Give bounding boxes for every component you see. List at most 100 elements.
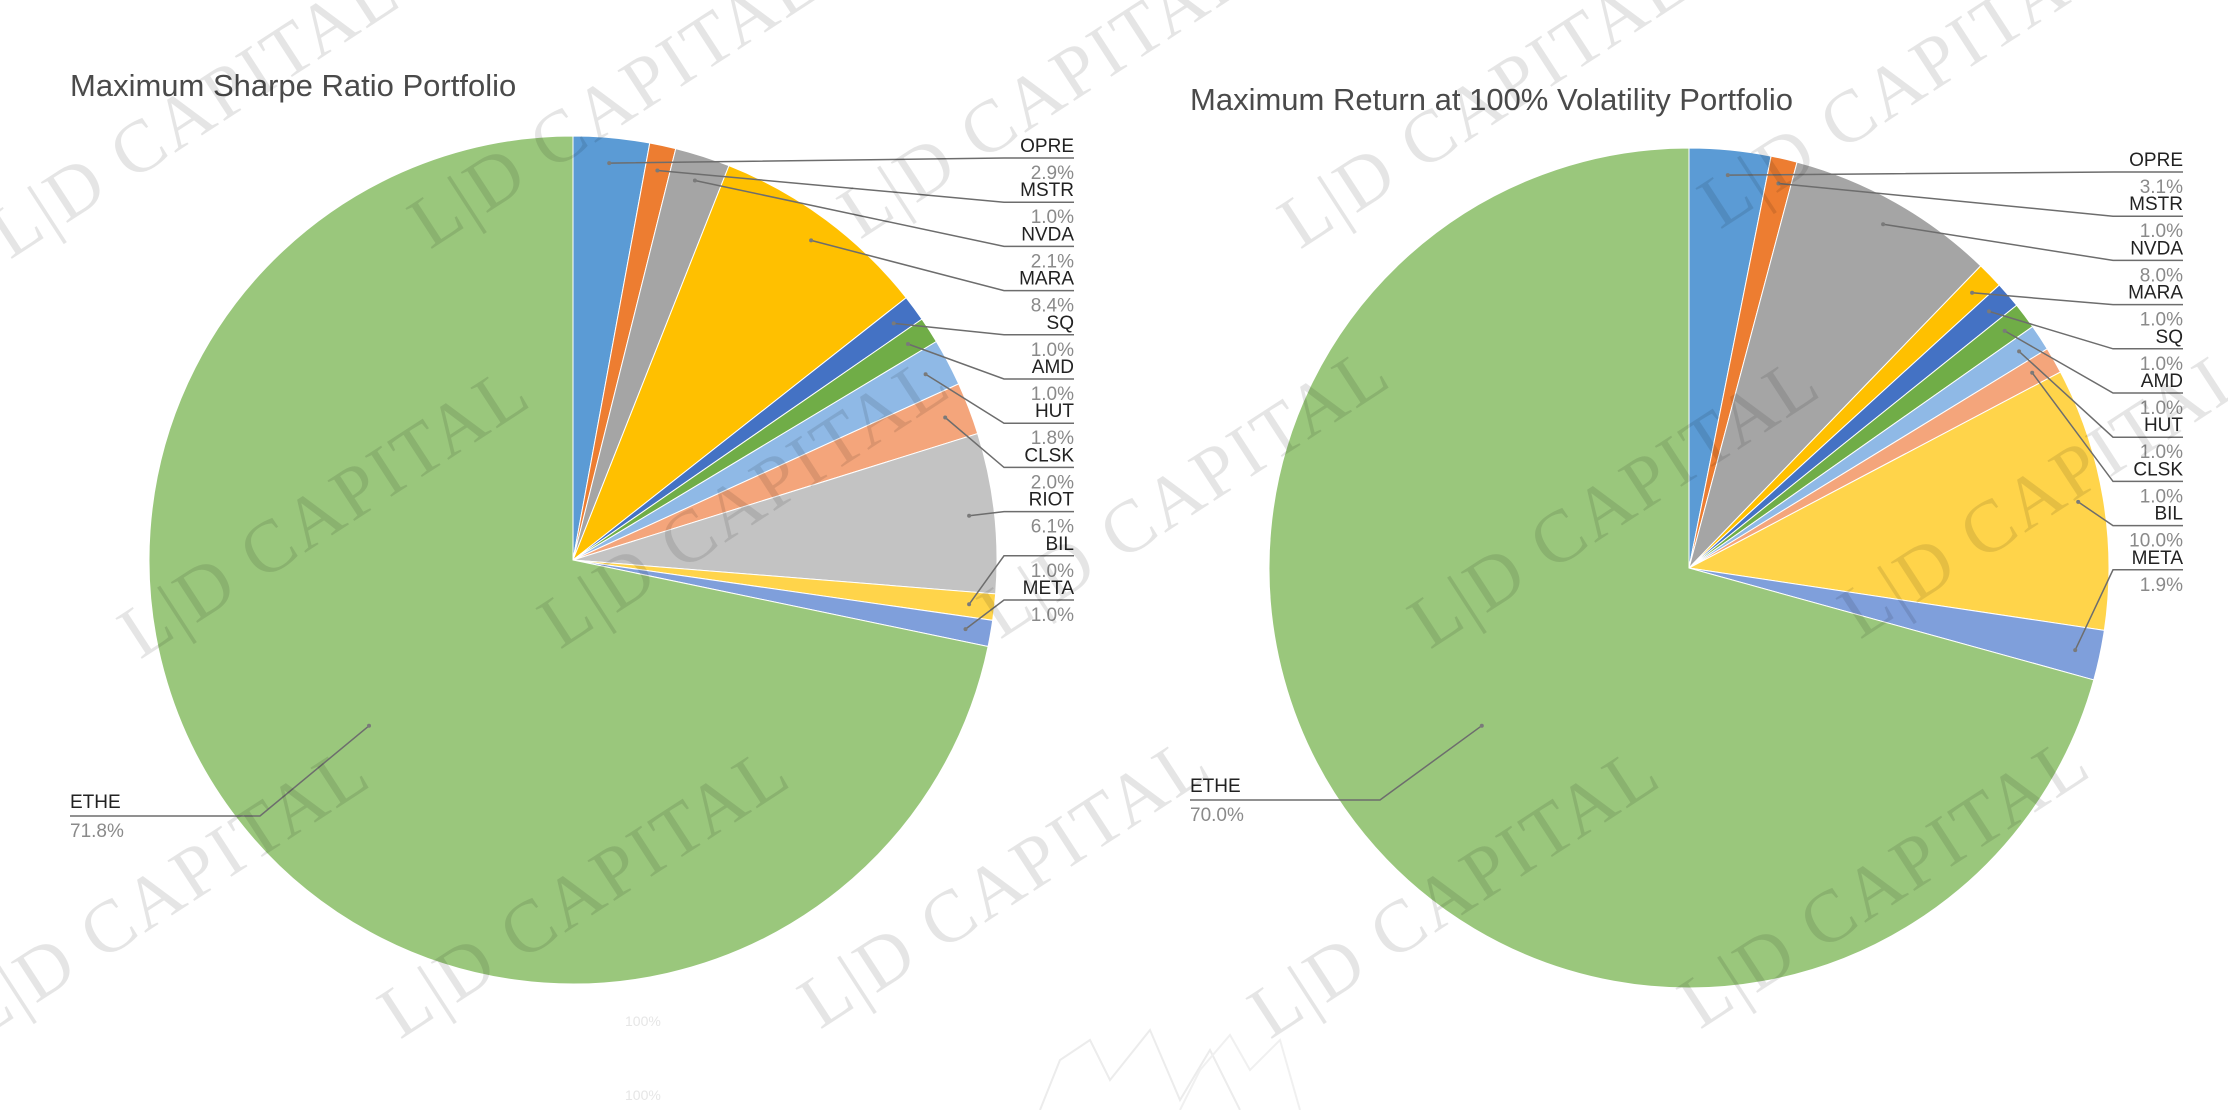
slice-value-riot: 6.1% (1031, 517, 1074, 538)
slice-value-amd: 1.0% (2140, 398, 2183, 419)
leader-line-nvda (694, 179, 1074, 248)
pie-slice-mara (571, 165, 907, 562)
slice-value-clsk: 1.0% (2140, 486, 2183, 507)
slice-value-mstr: 1.0% (1031, 207, 1074, 228)
slice-label-bil: BIL (2154, 504, 2183, 525)
leader-line-meta (965, 599, 1074, 630)
slice-value-amd: 1.0% (1031, 384, 1074, 405)
background-line-b (1179, 1033, 1301, 1110)
slice-value-bil: 1.0% (1031, 561, 1074, 582)
slice-value-clsk: 2.0% (1031, 472, 1074, 493)
slice-value-mara: 8.4% (1031, 296, 1074, 317)
pie-slice-nvda (1688, 161, 1982, 570)
slice-label-bil: BIL (1045, 534, 1074, 555)
leader-dot-hut (923, 372, 928, 377)
leader-dot-ethe (1479, 723, 1484, 728)
leader-dot-meta (963, 627, 968, 632)
leader-line-meta (2074, 569, 2183, 651)
background-line-a (1039, 1028, 1241, 1110)
leader-line-opre (1727, 171, 2183, 176)
leader-line-nvda (1882, 223, 2183, 262)
slice-value-bil: 10.0% (2129, 531, 2183, 552)
leader-dot-amd (2002, 328, 2007, 333)
pie-chart-max-return: Maximum Return at 100% Volatility Portfo… (1190, 82, 2183, 989)
leader-dot-mstr (655, 168, 660, 173)
leader-line-hut (2018, 350, 2183, 438)
slice-label-amd: AMD (1032, 357, 1074, 378)
leader-dot-ethe (367, 723, 371, 728)
slice-value-opre: 3.1% (2140, 177, 2183, 198)
slice-label-nvda: NVDA (2130, 238, 2183, 259)
background-chart-ghost: 100% 100% (625, 1013, 1301, 1110)
pie-slice-ethe (148, 135, 989, 985)
slice-value-opre: 2.9% (1031, 163, 1074, 184)
slice-label-sq: SQ (1047, 313, 1074, 334)
leader-line-bil (968, 555, 1074, 605)
slice-value-hut: 1.0% (2140, 442, 2183, 463)
slice-value-meta: 1.0% (1031, 605, 1074, 626)
slice-label-sq: SQ (2156, 327, 2183, 348)
chart-title: Maximum Sharpe Ratio Portfolio (70, 68, 516, 103)
leader-dot-nvda (692, 178, 697, 183)
leader-line-sq (893, 322, 1074, 336)
leader-line-ethe (1190, 725, 1483, 801)
leader-line-ethe (70, 725, 370, 817)
leader-line-mstr (1778, 182, 2183, 217)
slice-label-clsk: CLSK (1024, 445, 1074, 466)
pie-slices (1268, 147, 2110, 989)
slice-label-opre: OPRE (2129, 150, 2183, 171)
pie-slices (148, 135, 998, 985)
leader-dot-bil (2076, 499, 2081, 504)
leader-dot-opre (607, 161, 612, 166)
slice-value-sq: 1.0% (2140, 354, 2183, 375)
slice-label-nvda: NVDA (1021, 224, 1074, 245)
slice-label-mstr: MSTR (1020, 180, 1074, 201)
leader-dot-mara (809, 238, 814, 243)
leader-dot-meta (2073, 648, 2078, 653)
pie-labels: OPRE2.9%MSTR1.0%NVDA2.1%MARA8.4%SQ1.0%AM… (70, 136, 1074, 842)
slice-label-ethe: ETHE (70, 792, 121, 813)
slice-value-nvda: 2.1% (1031, 251, 1074, 272)
slice-label-hut: HUT (1035, 401, 1074, 422)
slice-value-sq: 1.0% (1031, 340, 1074, 361)
slice-label-opre: OPRE (1020, 136, 1074, 157)
leader-line-mara (1972, 292, 2183, 306)
leader-line-sq (1988, 310, 2183, 350)
slice-label-mara: MARA (1019, 269, 1074, 290)
pie-slice-ethe (1268, 147, 2095, 989)
slice-label-riot: RIOT (1029, 490, 1075, 511)
leader-dot-opre (1725, 173, 1730, 178)
leader-dot-amd (906, 342, 910, 346)
slice-label-hut: HUT (2144, 415, 2183, 436)
leader-line-opre (609, 157, 1074, 164)
slice-value-mstr: 1.0% (2140, 221, 2183, 242)
slice-value-ethe: 71.8% (70, 821, 124, 842)
slice-value-meta: 1.9% (2140, 575, 2183, 596)
background-tick-label-top: 100% (625, 1013, 661, 1029)
chart-title: Maximum Return at 100% Volatility Portfo… (1190, 82, 1793, 117)
leader-line-riot (969, 510, 1074, 517)
slice-value-ethe: 70.0% (1190, 805, 1244, 826)
slice-value-hut: 1.8% (1031, 428, 1074, 449)
slice-label-meta: META (1023, 578, 1075, 599)
pie-labels: OPRE3.1%MSTR1.0%NVDA8.0%MARA1.0%SQ1.0%AM… (1190, 150, 2183, 826)
leader-line-clsk (2031, 372, 2183, 483)
pie-chart-max-sharpe: Maximum Sharpe Ratio Portfolio OPRE2.9%M… (70, 68, 1074, 985)
leader-dot-riot (967, 513, 972, 518)
slice-label-ethe: ETHE (1190, 776, 1241, 797)
leader-line-clsk (944, 416, 1074, 469)
slice-label-meta: META (2132, 548, 2184, 569)
leader-dot-bil (967, 602, 972, 607)
leader-line-bil (2077, 501, 2183, 527)
slice-value-mara: 1.0% (2140, 310, 2183, 331)
leader-dot-sq (891, 321, 896, 326)
slice-label-mstr: MSTR (2129, 194, 2183, 215)
leader-dot-mstr (1776, 181, 1781, 186)
pie-slice-bil (1687, 371, 2110, 631)
leader-dot-clsk (943, 415, 948, 420)
leader-dot-hut (2017, 349, 2022, 354)
leader-dot-mara (1970, 290, 1975, 295)
slice-label-clsk: CLSK (2133, 459, 2183, 480)
leader-dot-clsk (2030, 370, 2035, 375)
